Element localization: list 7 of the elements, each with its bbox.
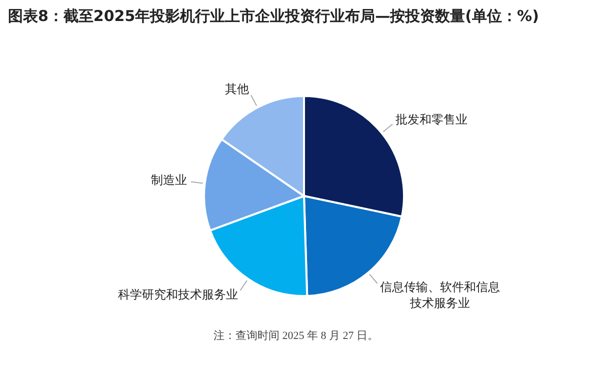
chart-title: 图表8：截至2025年投影机行业上市企业投资行业布局—按投资数量(单位：%) xyxy=(8,6,540,26)
slice-label: 批发和零售业 xyxy=(396,112,468,127)
slice-label: 制造业 xyxy=(150,173,187,188)
slice-label: 科学研究和技术服务业 xyxy=(118,288,238,302)
slice-label: 信息传输、软件和信息技术服务业 xyxy=(380,280,500,310)
slice-label: 其他 xyxy=(225,82,250,96)
text: 注：查询时间 2025 年 8 月 27 日。 xyxy=(212,328,380,343)
